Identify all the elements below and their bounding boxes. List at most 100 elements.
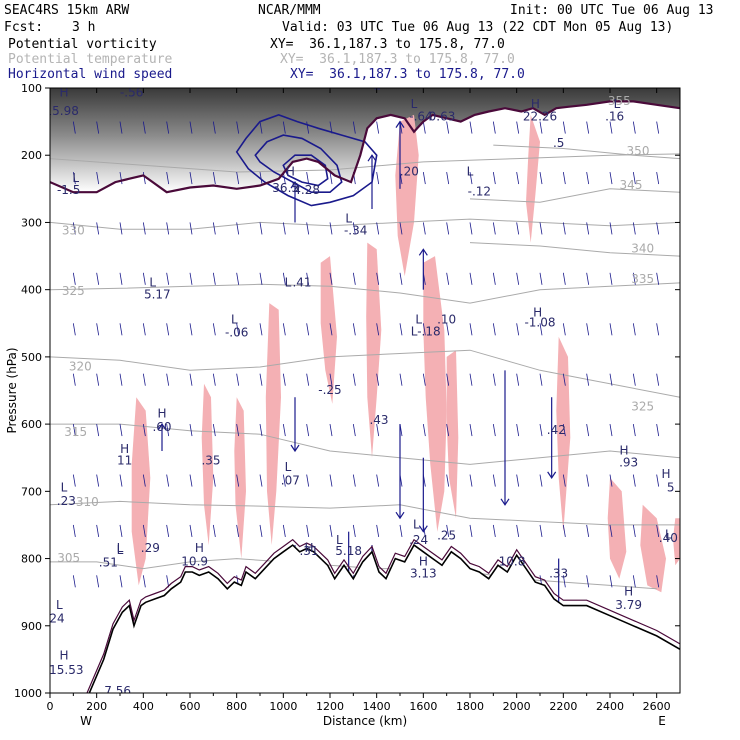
background-wind-arrow: [329, 222, 333, 235]
wind-vector-head: [290, 444, 300, 453]
background-wind-arrow: [656, 171, 660, 185]
extremum-label: .93: [619, 455, 638, 469]
background-wind-arrow: [352, 524, 356, 538]
extremum-label: .43: [369, 413, 388, 427]
theta-label: 315: [64, 425, 87, 439]
extremum-label: .25: [437, 529, 456, 543]
background-wind-arrow: [376, 171, 380, 185]
background-wind-arrow: [376, 373, 380, 386]
background-wind-arrow: [212, 424, 216, 437]
background-wind-arrow: [329, 373, 333, 386]
extremum-label: L: [285, 275, 292, 289]
background-wind-arrow: [72, 121, 76, 134]
extremum-label: L: [467, 164, 474, 178]
extremum-label: H: [59, 86, 68, 100]
extremum-label: .23: [57, 494, 76, 508]
terrain-line: [88, 543, 680, 693]
org-label: NCAR/MMM: [258, 3, 321, 18]
background-wind-arrow: [632, 424, 636, 437]
extremum-label: 5.17: [144, 287, 171, 301]
background-wind-arrow: [469, 474, 473, 487]
theta-label: 325: [62, 284, 85, 298]
terrain-fill: [89, 545, 680, 693]
background-wind-arrow: [562, 575, 566, 588]
background-wind-arrow: [399, 171, 403, 185]
pink-shaded-region: [423, 256, 447, 532]
background-wind-arrow: [446, 272, 450, 285]
extremum-label: H: [120, 442, 129, 456]
background-wind-arrow: [422, 323, 426, 336]
background-wind-arrow: [72, 373, 76, 386]
background-wind-arrow: [422, 272, 426, 285]
background-wind-arrow: [609, 524, 613, 538]
extremum-label: .10: [437, 312, 456, 326]
y-tick-label: 900: [21, 620, 42, 633]
wind-vector-head: [500, 498, 510, 506]
extremum-label: 4.28: [293, 183, 320, 197]
background-wind-arrow: [632, 272, 636, 285]
background-wind-arrow: [376, 121, 380, 134]
background-wind-arrow: [376, 272, 380, 285]
background-wind-arrow: [119, 171, 123, 185]
background-wind-arrow: [72, 575, 76, 588]
theta-contour-345: [469, 188, 680, 203]
background-wind-arrow: [586, 524, 590, 538]
background-wind-arrow: [306, 272, 310, 285]
y-tick-label: 100: [21, 82, 42, 95]
extremum-label: L: [285, 460, 292, 474]
extremum-label: .33: [549, 566, 568, 580]
background-wind-arrow: [259, 524, 263, 538]
background-wind-arrow: [96, 121, 100, 134]
background-wind-arrow: [142, 121, 146, 134]
background-wind-arrow: [562, 272, 566, 285]
extremum-label: .40: [659, 531, 678, 545]
background-wind-arrow: [96, 524, 100, 538]
extremum-label: L: [56, 598, 63, 612]
background-wind-arrow: [539, 524, 543, 538]
background-wind-arrow: [236, 424, 240, 437]
extremum-label: 10.9: [181, 554, 208, 568]
background-wind-arrow: [72, 323, 76, 336]
background-wind-arrow: [632, 171, 636, 185]
background-wind-arrow: [609, 272, 613, 285]
background-wind-arrow: [166, 121, 170, 134]
y-tick-label: 200: [21, 149, 42, 162]
background-wind-arrow: [72, 524, 76, 538]
pink-shaded-region: [320, 256, 337, 404]
background-wind-arrow: [119, 575, 123, 588]
background-wind-arrow: [96, 323, 100, 336]
extremum-label: H: [624, 585, 633, 599]
extremum-label: .07: [281, 474, 300, 488]
background-wind-arrow: [516, 121, 520, 134]
background-wind-arrow: [306, 171, 310, 185]
x-tick-label: 2400: [596, 700, 624, 713]
background-wind-arrow: [656, 474, 660, 487]
field-pv-name: Potential vorticity: [8, 37, 157, 52]
x-tick-label: 2200: [549, 700, 577, 713]
background-wind-arrow: [609, 424, 613, 437]
extremum-label: L: [345, 211, 352, 225]
background-wind-arrow: [96, 222, 100, 235]
extremum-label: H: [59, 648, 68, 662]
background-wind-arrow: [539, 121, 543, 134]
background-wind-arrow: [306, 323, 310, 336]
theta-contour-330: [50, 218, 680, 230]
background-wind-arrow: [329, 323, 333, 336]
background-wind-arrow: [142, 222, 146, 235]
background-wind-arrow: [609, 474, 613, 487]
field-pv-xy: XY= 36.1,187.3 to 175.8, 77.0: [270, 37, 505, 52]
extremum-label: 7.56: [104, 684, 131, 698]
background-wind-arrow: [142, 474, 146, 487]
extremum-label: H: [531, 97, 540, 111]
background-wind-arrow: [189, 323, 193, 336]
background-wind-arrow: [539, 222, 543, 235]
background-wind-arrow: [656, 323, 660, 336]
fcst-label: Fcst:: [4, 20, 44, 35]
background-wind-arrow: [236, 222, 240, 235]
extremum-label: 0.63: [429, 109, 456, 123]
background-wind-arrow: [236, 373, 240, 386]
background-wind-arrow: [422, 424, 426, 437]
background-wind-arrow: [446, 424, 450, 437]
background-wind-arrow: [166, 222, 170, 235]
background-wind-arrow: [142, 575, 146, 588]
